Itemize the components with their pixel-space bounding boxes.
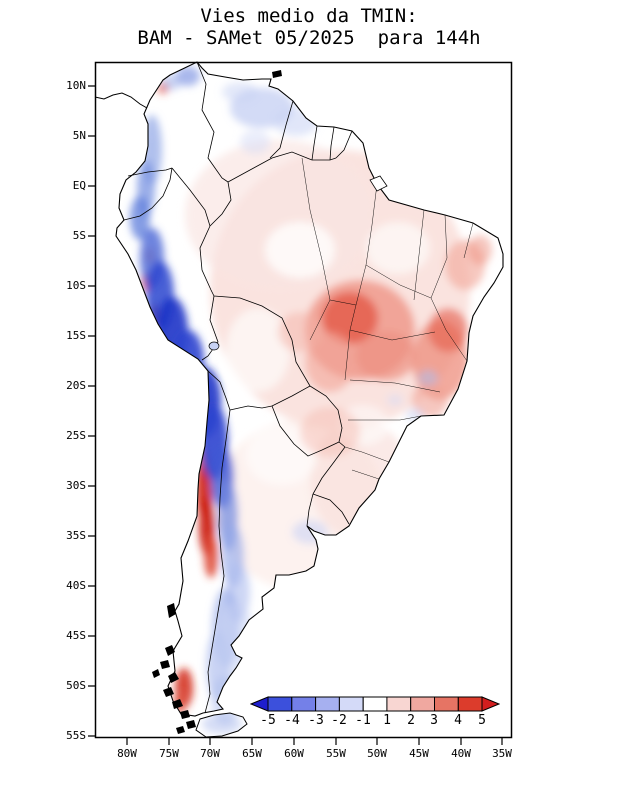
state-borders (301, 157, 474, 480)
lon-label: 40W (451, 747, 471, 760)
colorbar-label: 1 (383, 713, 391, 728)
marajo-island (369, 175, 388, 192)
colorbar-label: 4 (454, 713, 462, 728)
lat-label: 45S (66, 629, 86, 642)
bias-field (130, 66, 492, 734)
lon-label: 70W (200, 747, 220, 760)
panama-coast (94, 92, 148, 109)
colorbar-box (291, 696, 317, 712)
lat-label: 55S (66, 729, 86, 742)
lon-label: 50W (367, 747, 387, 760)
colorbar-label: 3 (430, 713, 438, 728)
lat-label: 15S (66, 329, 86, 342)
colorbar-label: -2 (331, 713, 347, 728)
chart-title-line2: BAM - SAMet 05/2025 para 144h (137, 27, 481, 49)
colorbar-label: 2 (407, 713, 415, 728)
colorbar-box (457, 696, 483, 712)
lat-label: 30S (66, 479, 86, 492)
lon-label: 60W (284, 747, 304, 760)
lon-label: 35W (492, 747, 512, 760)
colorbar-box (315, 696, 340, 712)
tierra-del-fuego-outline (195, 712, 248, 738)
colorbar-label: -4 (284, 713, 300, 728)
lon-label: 45W (409, 747, 429, 760)
plot-frame (94, 61, 513, 739)
colorbar-label: -3 (308, 713, 324, 728)
lake-titicaca (208, 341, 220, 351)
colorbar-box (267, 696, 293, 712)
lon-ticks (126, 738, 503, 745)
colorbar-box (410, 696, 435, 712)
lon-label: 65W (242, 747, 262, 760)
chart-title-line1: Vies medio da TMIN: (200, 5, 418, 27)
lat-label: 20S (66, 379, 86, 392)
colorbar-label: -5 (260, 713, 276, 728)
lat-label: EQ (72, 179, 86, 192)
lon-label: 75W (159, 747, 179, 760)
lat-label: 25S (66, 429, 86, 442)
colorbar-box (338, 696, 364, 712)
colorbar-label: 5 (478, 713, 486, 728)
lat-label: 10S (66, 279, 86, 292)
lon-label: 80W (117, 747, 137, 760)
colorbar-left-arrow (250, 696, 269, 712)
lat-label: 50S (66, 679, 86, 692)
colorbar-label: -1 (355, 713, 371, 728)
archipelago-islands (152, 70, 282, 734)
lat-ticks (88, 85, 95, 737)
lat-label: 35S (66, 529, 86, 542)
colorbar-box (434, 696, 459, 712)
lat-label: 40S (66, 579, 86, 592)
lon-label: 55W (326, 747, 346, 760)
colorbar-box (386, 696, 412, 712)
lat-label: 5S (72, 229, 86, 242)
colorbar: -5 -4 -3 -2 -1 1 2 3 4 5 (250, 696, 500, 732)
colorbar-scale (250, 696, 500, 712)
colorbar-box (362, 696, 388, 712)
colorbar-right-arrow (481, 696, 500, 712)
lat-label: 10N (66, 79, 86, 92)
country-borders (123, 61, 353, 714)
lat-label: 5N (72, 129, 86, 142)
coastline (115, 61, 504, 717)
